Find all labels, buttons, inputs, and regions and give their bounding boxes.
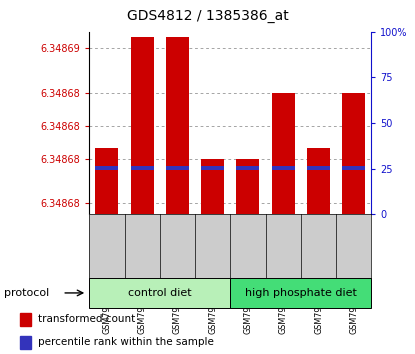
Bar [95, 148, 118, 214]
Bar [20, 336, 31, 349]
Bar [201, 159, 224, 214]
Bar [237, 166, 259, 170]
Bar [307, 166, 330, 170]
Bar [237, 159, 259, 214]
Bar [342, 166, 365, 170]
Bar [131, 38, 154, 214]
Bar [95, 166, 118, 170]
Text: high phosphate diet: high phosphate diet [245, 288, 357, 298]
Bar [131, 166, 154, 170]
Bar [166, 166, 189, 170]
Bar [272, 166, 295, 170]
Bar [307, 148, 330, 214]
Text: control diet: control diet [128, 288, 192, 298]
Text: protocol: protocol [4, 288, 49, 298]
Text: percentile rank within the sample: percentile rank within the sample [38, 337, 214, 348]
Bar [166, 38, 189, 214]
Bar [89, 278, 230, 308]
Bar [272, 93, 295, 214]
Bar [20, 313, 31, 326]
Bar [230, 278, 371, 308]
Bar [201, 166, 224, 170]
Bar [342, 93, 365, 214]
Text: GDS4812 / 1385386_at: GDS4812 / 1385386_at [127, 9, 288, 23]
Text: transformed count: transformed count [38, 314, 135, 325]
